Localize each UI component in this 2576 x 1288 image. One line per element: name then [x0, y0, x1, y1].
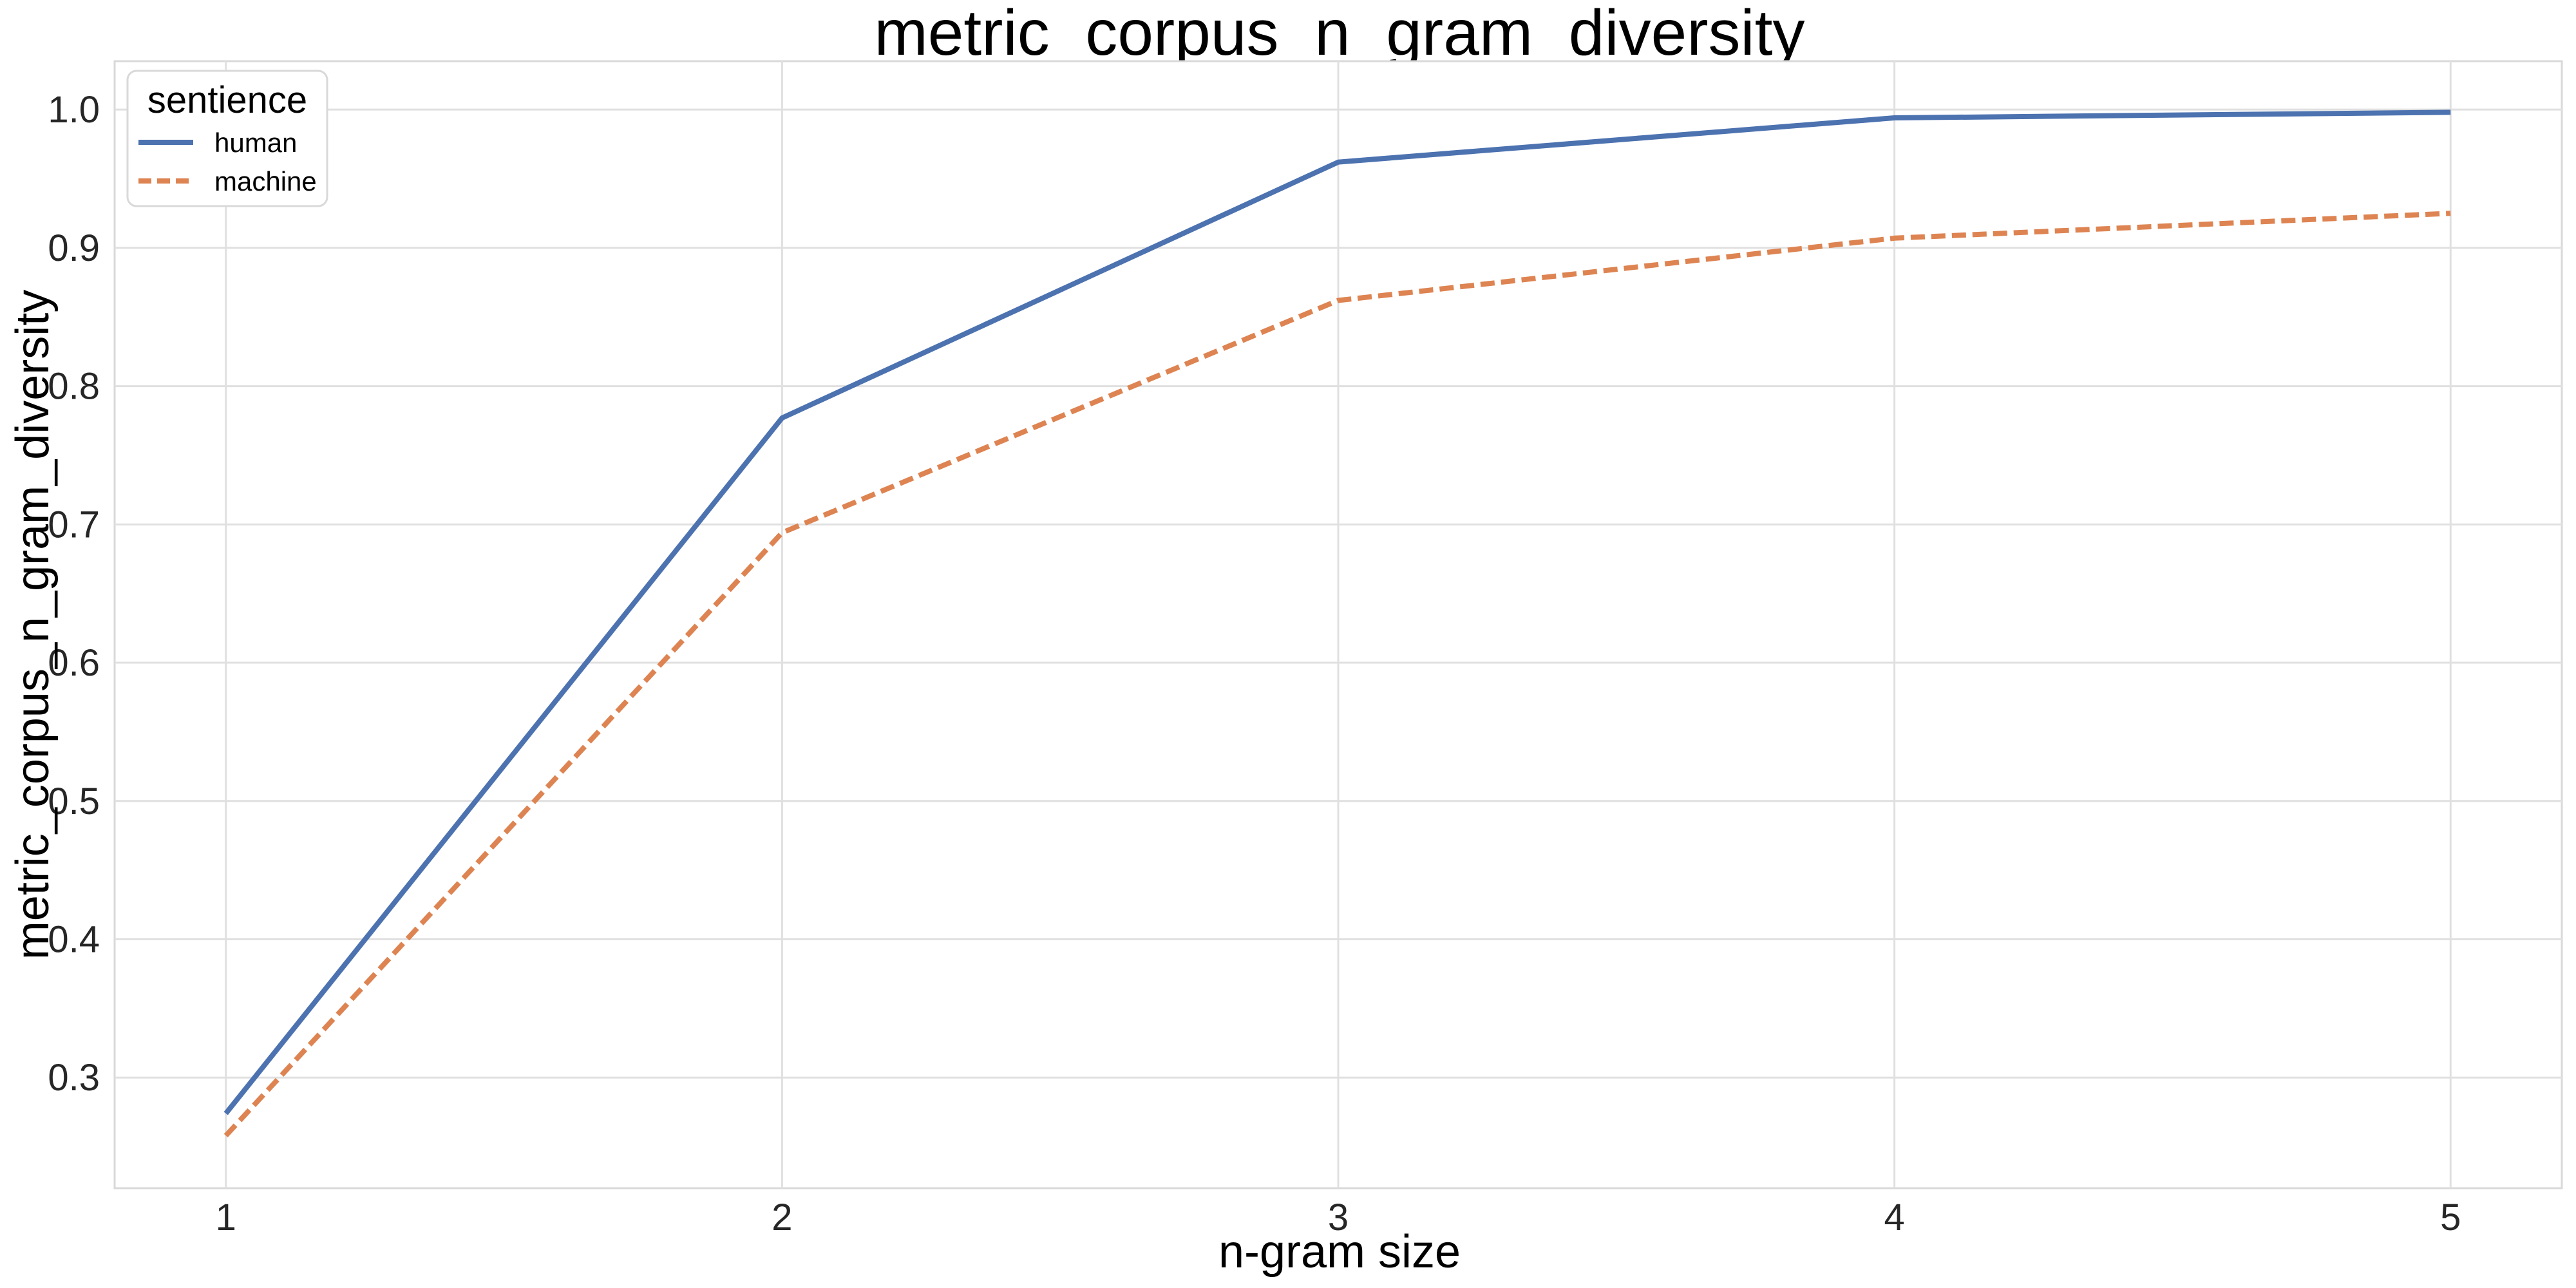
y-axis-label: metric_corpus_n_gram_diversity: [7, 290, 59, 960]
series-line-human: [223, 109, 2451, 1115]
gridlines: [115, 61, 2562, 1188]
series-line-machine: [223, 211, 2451, 1138]
y-tick-label: 0.3: [48, 1057, 100, 1099]
chart-title: metric_corpus_n_gram_diversity: [874, 0, 1804, 69]
legend-label-machine: machine: [214, 166, 317, 196]
legend: sentience human machine: [126, 70, 328, 207]
legend-box: [126, 70, 328, 207]
y-tick-label: 0.5: [48, 781, 100, 822]
x-tick-label: 3: [1328, 1197, 1349, 1238]
y-tick-label: 0.7: [48, 504, 100, 545]
y-tick-label: 1.0: [48, 89, 100, 131]
x-tick-labels: 1 2 3 4 5: [216, 1197, 2461, 1238]
series-lines: [223, 109, 2451, 1138]
x-tick-label: 4: [1884, 1197, 1905, 1238]
y-tick-label: 0.9: [48, 227, 100, 269]
y-tick-label: 0.4: [48, 918, 100, 960]
legend-label-human: human: [214, 128, 297, 158]
y-tick-label: 0.8: [48, 366, 100, 408]
legend-title: sentience: [147, 79, 307, 121]
y-tick-labels: 0.3 0.4 0.5 0.6 0.7 0.8 0.9 1.0: [48, 89, 100, 1099]
y-tick-label: 0.6: [48, 642, 100, 684]
x-tick-label: 1: [216, 1197, 236, 1238]
x-tick-label: 2: [772, 1197, 792, 1238]
x-axis-label: n-gram size: [1218, 1226, 1461, 1278]
x-tick-label: 5: [2440, 1197, 2461, 1238]
